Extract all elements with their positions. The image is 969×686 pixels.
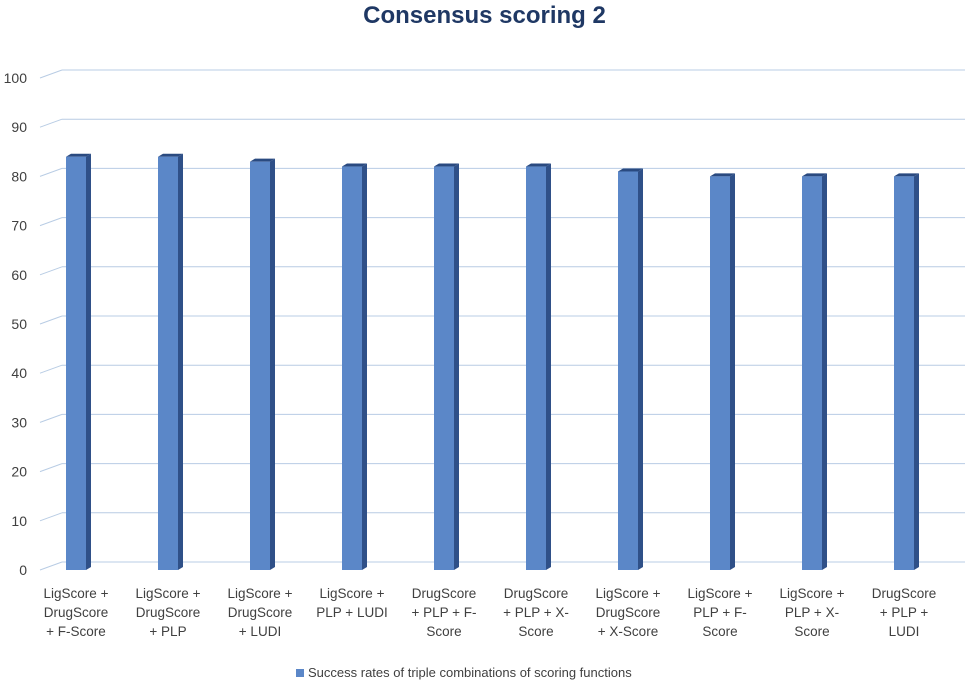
x-tick-line: DrugScore: [228, 605, 293, 620]
gridline-diag: [39, 69, 63, 79]
bar-top: [894, 173, 919, 177]
y-tick-label: 40: [11, 365, 27, 381]
gridline-diag: [39, 167, 63, 177]
x-tick-label: LigScore + DrugScore + PLP: [136, 586, 201, 639]
x-tick-line: + F-Score: [46, 624, 106, 639]
y-axis: 0 10 20 30 40 50 60 70 80 90 100: [4, 70, 28, 578]
bar-top: [342, 163, 367, 167]
bar-side: [914, 173, 919, 570]
y-tick-label: 100: [4, 70, 28, 86]
gridline-diag: [39, 266, 63, 276]
x-tick-line: LigScore +: [596, 586, 661, 601]
legend-label: Success rates of triple combinations of …: [308, 665, 632, 680]
x-tick-line: + X-Score: [598, 624, 658, 639]
bar-top: [434, 163, 459, 167]
x-tick-line: DrugScore: [596, 605, 661, 620]
x-tick-label: DrugScore + PLP + F- Score: [411, 586, 476, 639]
x-tick-line: LUDI: [889, 624, 920, 639]
bar-side: [270, 158, 275, 570]
x-tick-line: + PLP +: [880, 605, 929, 620]
x-tick-label: LigScore + PLP + X- Score: [780, 586, 845, 639]
x-tick-label: DrugScore + PLP + LUDI: [872, 586, 937, 639]
bar-side: [362, 163, 367, 570]
gridline-diag: [39, 315, 63, 325]
bar-side: [822, 173, 827, 570]
x-tick-line: DrugScore: [44, 605, 109, 620]
x-tick-line: LigScore +: [688, 586, 753, 601]
y-tick-label: 70: [11, 218, 27, 234]
x-tick-label: LigScore + DrugScore + F-Score: [44, 586, 109, 639]
x-tick-line: LigScore +: [44, 586, 109, 601]
bar-side: [730, 173, 735, 570]
bar: [250, 161, 270, 570]
bar: [434, 166, 454, 570]
bar-top: [158, 153, 183, 157]
bar-side: [86, 153, 91, 570]
x-tick-line: Score: [702, 624, 737, 639]
bar: [158, 156, 178, 570]
bar-top: [66, 153, 91, 157]
bar-top: [526, 163, 551, 167]
x-tick-line: + PLP: [149, 624, 186, 639]
gridline-diag: [39, 512, 63, 522]
x-tick-line: DrugScore: [504, 586, 569, 601]
x-tick-line: PLP + LUDI: [316, 605, 387, 620]
bar-side: [638, 168, 643, 571]
legend-swatch: [296, 669, 304, 677]
bars: [66, 153, 919, 571]
x-tick-line: Score: [518, 624, 553, 639]
y-tick-label: 10: [11, 513, 27, 529]
bar-side: [546, 163, 551, 570]
gridline-diag: [39, 463, 63, 473]
x-tick-label: LigScore + DrugScore + LUDI: [228, 586, 293, 639]
y-tick-label: 50: [11, 316, 27, 332]
x-tick-label: LigScore + DrugScore + X-Score: [596, 586, 661, 639]
x-tick-line: DrugScore: [872, 586, 937, 601]
x-tick-line: + PLP + X-: [503, 605, 569, 620]
x-tick-line: DrugScore: [412, 586, 477, 601]
bar: [526, 166, 546, 570]
x-tick-line: DrugScore: [136, 605, 201, 620]
x-tick-label: LigScore + PLP + F- Score: [688, 586, 753, 639]
chart-title: Consensus scoring 2: [363, 2, 606, 29]
bar: [802, 176, 822, 570]
legend: Success rates of triple combinations of …: [296, 665, 632, 680]
bar: [618, 171, 638, 571]
x-tick-line: + LUDI: [239, 624, 281, 639]
x-tick-line: LigScore +: [136, 586, 201, 601]
gridline-diag: [39, 364, 63, 374]
x-tick-line: LigScore +: [228, 586, 293, 601]
bar: [66, 156, 86, 570]
gridline-diag: [39, 217, 63, 227]
gridline-diag: [39, 561, 63, 571]
bar: [894, 176, 914, 570]
bar-side: [454, 163, 459, 570]
bar-top: [618, 168, 643, 172]
x-tick-label: LigScore + PLP + LUDI: [316, 586, 387, 620]
bar: [710, 176, 730, 570]
y-tick-label: 20: [11, 464, 27, 480]
x-tick-line: PLP + X-: [785, 605, 839, 620]
y-tick-label: 90: [11, 119, 27, 135]
gridline-diag: [39, 413, 63, 423]
bar-side: [178, 153, 183, 570]
x-tick-line: Score: [794, 624, 829, 639]
x-tick-label: DrugScore + PLP + X- Score: [503, 586, 569, 639]
y-tick-label: 0: [19, 562, 27, 578]
x-tick-line: Score: [426, 624, 461, 639]
x-tick-line: + PLP + F-: [411, 605, 476, 620]
x-axis: LigScore + DrugScore + F-Score LigScore + Dr…: [44, 586, 937, 639]
bar-top: [710, 173, 735, 177]
y-tick-label: 80: [11, 168, 27, 184]
bar-top: [250, 158, 275, 162]
bar: [342, 166, 362, 570]
gridline-diag: [39, 118, 63, 128]
bar-top: [802, 173, 827, 177]
x-tick-line: PLP + F-: [693, 605, 746, 620]
x-tick-line: LigScore +: [320, 586, 385, 601]
y-tick-label: 30: [11, 414, 27, 430]
x-tick-line: LigScore +: [780, 586, 845, 601]
y-tick-label: 60: [11, 267, 27, 283]
